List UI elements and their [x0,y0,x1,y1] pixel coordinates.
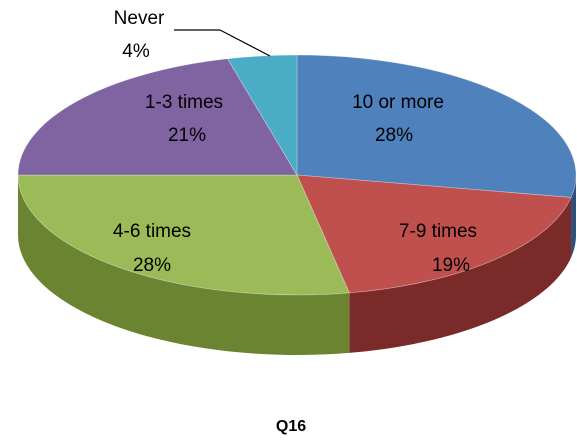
pie-side-4-6-times [18,175,350,355]
value-7-9-times: 19% [432,255,470,276]
label-10-or-more: 10 or more [352,92,444,113]
pie-side-10-or-more [571,175,576,258]
pie-sides [18,175,576,355]
pie-slice-never [226,54,298,177]
label-4-6-times: 4-6 times [113,221,191,242]
pie-slices [17,54,577,296]
slice-labels: 10 or more 28% 7-9 times 19% 4-6 times 2… [113,8,477,276]
pie-side-7-9-times [349,197,572,353]
label-never: Never [114,8,165,29]
pie-slice-4-6-times [17,174,350,296]
chart-title: Q16 [276,418,306,435]
pie-slice-1-3-times [17,58,298,176]
pie-slice-7-9-times [296,174,572,294]
value-1-3-times: 21% [168,125,206,146]
label-1-3-times: 1-3 times [145,92,223,113]
never-leader-line [219,29,271,57]
value-never: 4% [122,41,150,62]
value-4-6-times: 28% [133,255,171,276]
value-10-or-more: 28% [375,125,413,146]
label-7-9-times: 7-9 times [399,221,477,242]
pie-slice-10-or-more [296,54,577,198]
